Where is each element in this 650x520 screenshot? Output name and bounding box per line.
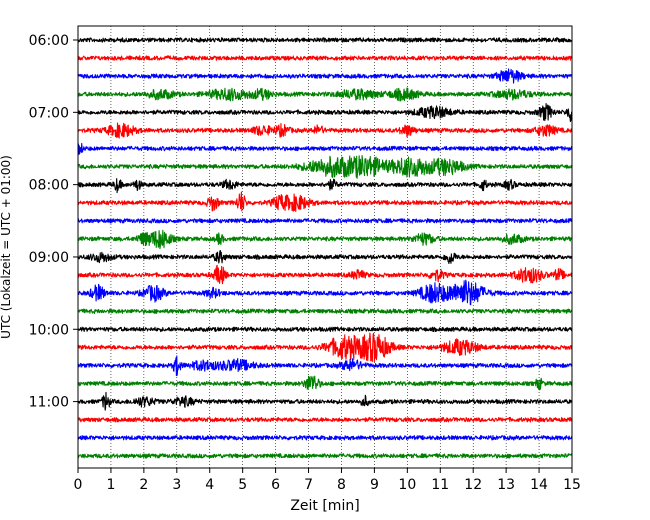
- trace-row-19: [77, 375, 573, 391]
- x-tick-label-7: 7: [304, 477, 313, 493]
- x-tick-label-13: 13: [497, 477, 515, 493]
- x-axis-ticks: 0 1 2 3 4 5 6 7 8 9 10 11 12 13 14 15: [74, 468, 581, 493]
- trace-row-15: [77, 308, 573, 315]
- trace-row-18: [77, 355, 573, 377]
- trace-row-21: [77, 416, 573, 423]
- y-tick-label-4: 10:00: [29, 322, 69, 338]
- trace-row-12: [77, 250, 573, 265]
- x-tick-label-15: 15: [563, 477, 581, 493]
- x-tick-label-14: 14: [530, 477, 548, 493]
- trace-row-7: [77, 155, 573, 179]
- trace-row-1: [77, 55, 573, 61]
- x-tick-label-9: 9: [370, 477, 379, 493]
- x-axis-label: Zeit [min]: [290, 498, 359, 514]
- trace-row-23: [77, 453, 573, 459]
- trace-row-5: [77, 122, 573, 139]
- x-tick-label-10: 10: [398, 477, 416, 493]
- trace-row-8: [77, 178, 573, 194]
- traces: [77, 37, 573, 459]
- trace-row-4: [77, 103, 573, 123]
- x-tick-label-0: 0: [74, 477, 83, 493]
- trace-row-13: [77, 264, 573, 285]
- trace-row-11: [77, 229, 573, 250]
- plot-frame: [77, 25, 573, 469]
- x-tick-label-5: 5: [238, 477, 247, 493]
- y-tick-label-1: 07:00: [29, 105, 69, 121]
- x-tick-label-3: 3: [172, 477, 181, 493]
- x-tick-label-2: 2: [139, 477, 148, 493]
- y-tick-label-0: 06:00: [29, 33, 69, 49]
- trace-row-20: [77, 391, 573, 411]
- trace-row-10: [77, 218, 573, 224]
- x-tick-label-6: 6: [271, 477, 280, 493]
- x-tick-label-4: 4: [205, 477, 214, 493]
- trace-row-2: [77, 68, 573, 84]
- trace-row-14: [77, 279, 573, 306]
- trace-row-22: [77, 435, 573, 441]
- y-tick-label-3: 09:00: [29, 250, 69, 266]
- y-tick-label-2: 08:00: [29, 178, 69, 194]
- trace-row-16: [77, 326, 573, 333]
- trace-row-6: [77, 142, 573, 155]
- x-tick-label-12: 12: [464, 477, 482, 493]
- trace-row-3: [77, 87, 573, 102]
- x-tick-label-8: 8: [337, 477, 346, 493]
- y-axis-ticks: 06:00 07:00 08:00 09:00 10:00 11:00: [29, 33, 78, 411]
- trace-row-0: [77, 37, 573, 43]
- x-tick-label-1: 1: [106, 477, 115, 493]
- x-tick-label-11: 11: [431, 477, 449, 493]
- trace-row-17: [77, 332, 573, 363]
- y-axis-label: UTC (Lokalzeit = UTC + 01:00): [0, 155, 13, 339]
- trace-row-9: [77, 191, 573, 213]
- y-tick-label-5: 11:00: [29, 395, 69, 411]
